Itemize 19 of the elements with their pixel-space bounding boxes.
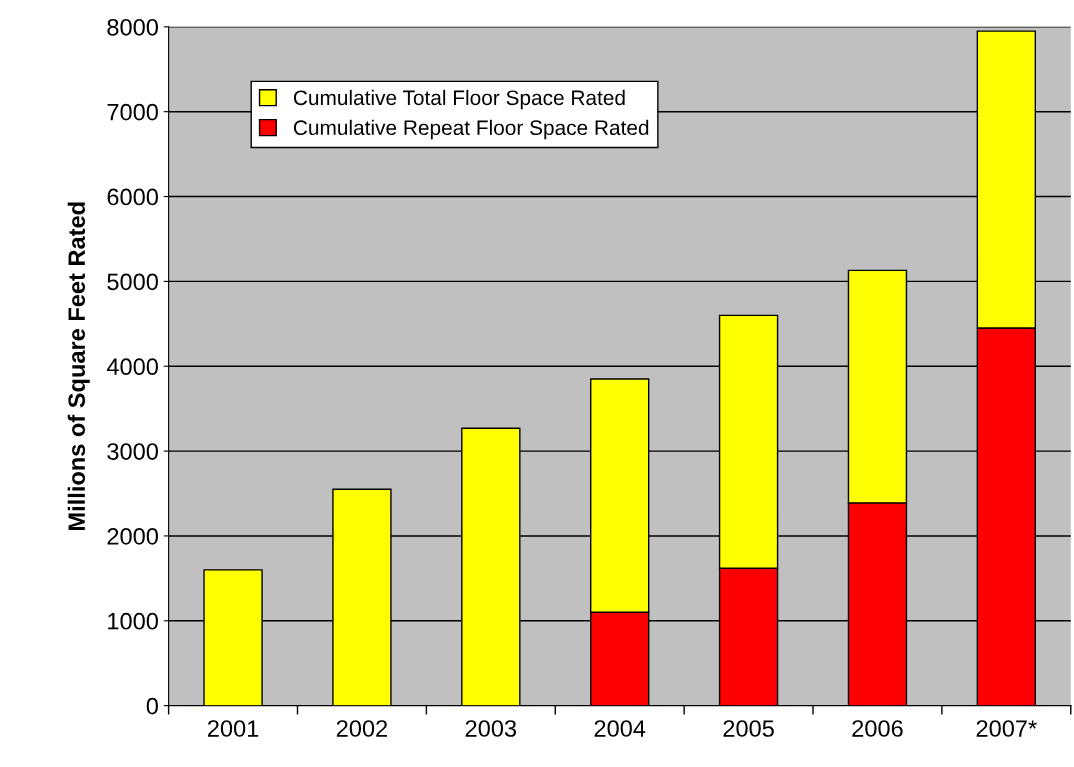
legend-label: Cumulative Total Floor Space Rated: [293, 89, 625, 110]
x-tick-label: 2007*: [976, 720, 1037, 737]
x-tick-label: 2003: [465, 720, 517, 737]
y-axis-title: Millions of Square Feet Rated: [67, 202, 90, 530]
y-tick-label: 4000: [106, 358, 158, 376]
x-tick-label: 2002: [336, 720, 388, 737]
y-tick-label: 7000: [107, 103, 158, 121]
y-tick-label: 2000: [107, 528, 158, 545]
legend-label: Cumulative Repeat Floor Space Rated: [293, 119, 649, 140]
x-tick-label: 2005: [723, 720, 774, 737]
y-tick-label: 5000: [107, 273, 158, 291]
x-tick-label: 2001: [207, 720, 259, 737]
x-tick-label: 2006: [852, 720, 903, 737]
y-tick-label: 1000: [108, 612, 158, 630]
y-tick-label: 3000: [107, 443, 158, 460]
y-tick-label: 8000: [107, 18, 158, 36]
y-tick-label: 0: [146, 697, 158, 715]
y-tick-label: 6000: [107, 188, 158, 206]
x-tick-label: 2004: [594, 720, 646, 737]
